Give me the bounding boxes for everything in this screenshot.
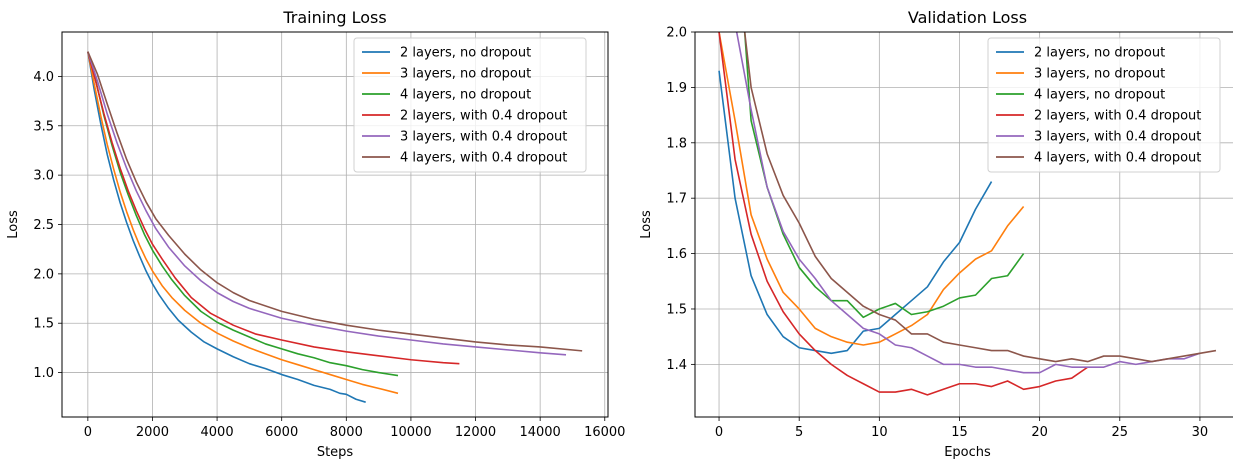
series-line <box>87 51 460 365</box>
legend-label: 2 layers, with 0.4 dropout <box>1034 109 1201 124</box>
x-axis-ticks: 0 2000 4000 6000 8000 10000 12000 14000 16000 <box>84 417 625 440</box>
y-tick-label: 2.5 <box>33 218 54 233</box>
x-tick-label: 0 <box>715 425 723 440</box>
y-tick-label: 3.0 <box>33 169 54 184</box>
legend-label: 4 layers, no dropout <box>400 88 531 103</box>
legend: 2 layers, no dropout 3 layers, no dropout… <box>353 37 587 173</box>
chart-title: Validation Loss <box>908 8 1027 27</box>
y-tick-label: 1.5 <box>33 317 54 332</box>
x-tick-label: 5 <box>795 425 803 440</box>
legend-label: 4 layers, no dropout <box>1034 88 1165 103</box>
y-tick-label: 2.0 <box>33 267 54 282</box>
x-tick-label: 4000 <box>201 425 234 440</box>
y-axis-label: Loss <box>639 210 654 239</box>
y-axis-label: Loss <box>6 210 21 239</box>
y-tick-label: 1.8 <box>666 136 687 151</box>
series-line <box>743 32 1025 319</box>
series-line <box>87 51 399 395</box>
series-line <box>718 32 1089 396</box>
training-loss-chart: 0 2000 4000 6000 8000 10000 12000 14000 16000 1.… <box>6 8 625 460</box>
legend-label: 2 layers, no dropout <box>400 46 531 61</box>
x-axis-label: Epochs <box>944 445 991 460</box>
y-tick-label: 2.0 <box>666 26 687 41</box>
legend-box <box>987 37 1221 173</box>
x-tick-label: 14000 <box>519 425 560 440</box>
plot-frame <box>694 31 1233 418</box>
legend: 2 layers, no dropout 3 layers, no dropout… <box>987 37 1221 173</box>
y-tick-label: 1.4 <box>666 358 687 373</box>
y-axis-ticks: 1.4 1.5 1.6 1.7 1.8 1.9 2.0 <box>666 26 695 373</box>
y-axis-ticks: 1.0 1.5 2.0 2.5 3.0 3.5 4.0 <box>33 70 62 381</box>
series-line <box>735 32 1201 374</box>
legend-label: 4 layers, with 0.4 dropout <box>1034 151 1201 166</box>
x-tick-label: 8000 <box>330 425 363 440</box>
legend-label: 3 layers, no dropout <box>1034 67 1165 82</box>
series-line <box>87 51 399 377</box>
x-tick-label: 10000 <box>390 425 431 440</box>
series-line <box>718 70 993 355</box>
x-tick-label: 16000 <box>584 425 625 440</box>
y-tick-label: 1.5 <box>666 302 687 317</box>
series-line <box>718 32 1025 346</box>
y-tick-label: 1.7 <box>666 192 687 207</box>
legend-label: 4 layers, with 0.4 dropout <box>400 151 567 166</box>
x-tick-label: 0 <box>84 425 92 440</box>
legend-label: 2 layers, no dropout <box>1034 46 1165 61</box>
x-tick-label: 15 <box>951 425 968 440</box>
x-tick-label: 12000 <box>455 425 496 440</box>
validation-loss-chart: 0 5 10 15 20 25 30 1.4 1.5 1.6 1.7 1.8 1.9 2.0 Valid… <box>639 8 1233 460</box>
series-lines <box>718 32 1217 396</box>
x-tick-label: 6000 <box>265 425 298 440</box>
series-line <box>87 51 366 403</box>
y-tick-label: 3.5 <box>33 119 54 134</box>
y-tick-label: 1.6 <box>666 247 687 262</box>
legend-box <box>353 37 587 173</box>
y-tick-label: 1.0 <box>33 366 54 381</box>
x-tick-label: 30 <box>1192 425 1209 440</box>
legend-label: 2 layers, with 0.4 dropout <box>400 109 567 124</box>
series-line <box>743 32 1217 363</box>
x-tick-label: 25 <box>1112 425 1129 440</box>
x-axis-label: Steps <box>317 445 354 460</box>
x-tick-label: 10 <box>871 425 888 440</box>
x-tick-label: 20 <box>1031 425 1048 440</box>
chart-title: Training Loss <box>282 8 386 27</box>
x-axis-ticks: 0 5 10 15 20 25 30 <box>715 417 1208 440</box>
series-lines <box>87 51 583 403</box>
legend-label: 3 layers, with 0.4 dropout <box>400 130 567 145</box>
legend-label: 3 layers, no dropout <box>400 67 531 82</box>
legend-label: 3 layers, with 0.4 dropout <box>1034 130 1201 145</box>
y-tick-label: 4.0 <box>33 70 54 85</box>
series-line <box>87 51 567 356</box>
y-tick-label: 1.9 <box>666 81 687 96</box>
series-line <box>87 51 583 352</box>
x-tick-label: 2000 <box>136 425 169 440</box>
